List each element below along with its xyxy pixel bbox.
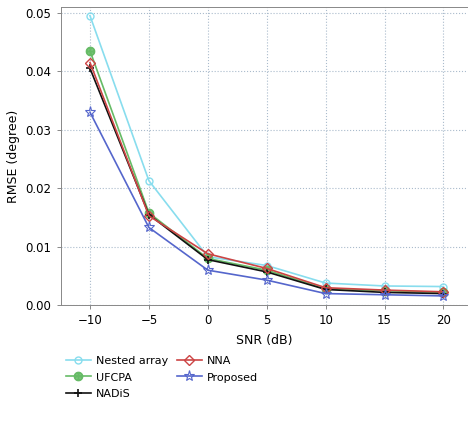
NADiS: [323, 287, 328, 292]
Proposed: [205, 268, 210, 273]
UFCPA: [87, 48, 93, 53]
UFCPA: [146, 210, 152, 215]
Proposed: [87, 110, 93, 115]
Nested array: [382, 283, 387, 288]
Proposed: [323, 291, 328, 296]
NNA: [146, 213, 152, 218]
NADiS: [264, 269, 270, 274]
Line: Proposed: Proposed: [84, 107, 449, 301]
NNA: [87, 60, 93, 65]
Line: Nested array: Nested array: [87, 12, 447, 290]
UFCPA: [323, 286, 328, 291]
Y-axis label: RMSE (degree): RMSE (degree): [7, 109, 20, 203]
Nested array: [323, 281, 328, 286]
NADiS: [205, 257, 210, 262]
Nested array: [146, 178, 152, 183]
Proposed: [264, 278, 270, 283]
Nested array: [441, 284, 447, 289]
NNA: [382, 287, 387, 293]
NNA: [441, 289, 447, 294]
NADiS: [441, 291, 447, 296]
Line: NNA: NNA: [87, 59, 447, 295]
Proposed: [146, 225, 152, 230]
Line: NADiS: NADiS: [86, 64, 447, 298]
NNA: [205, 251, 210, 257]
NADiS: [87, 66, 93, 71]
NADiS: [146, 212, 152, 217]
NNA: [264, 266, 270, 271]
NADiS: [382, 290, 387, 295]
Line: UFCPA: UFCPA: [86, 47, 447, 296]
Nested array: [87, 13, 93, 18]
NNA: [323, 285, 328, 290]
Nested array: [205, 254, 210, 259]
Proposed: [382, 292, 387, 297]
UFCPA: [441, 290, 447, 295]
X-axis label: SNR (dB): SNR (dB): [236, 334, 292, 347]
UFCPA: [264, 268, 270, 273]
UFCPA: [382, 288, 387, 293]
Nested array: [264, 263, 270, 268]
UFCPA: [205, 256, 210, 261]
Proposed: [441, 293, 447, 298]
Legend: Nested array, UFCPA, NADiS, NNA, Proposed: Nested array, UFCPA, NADiS, NNA, Propose…: [66, 356, 258, 399]
